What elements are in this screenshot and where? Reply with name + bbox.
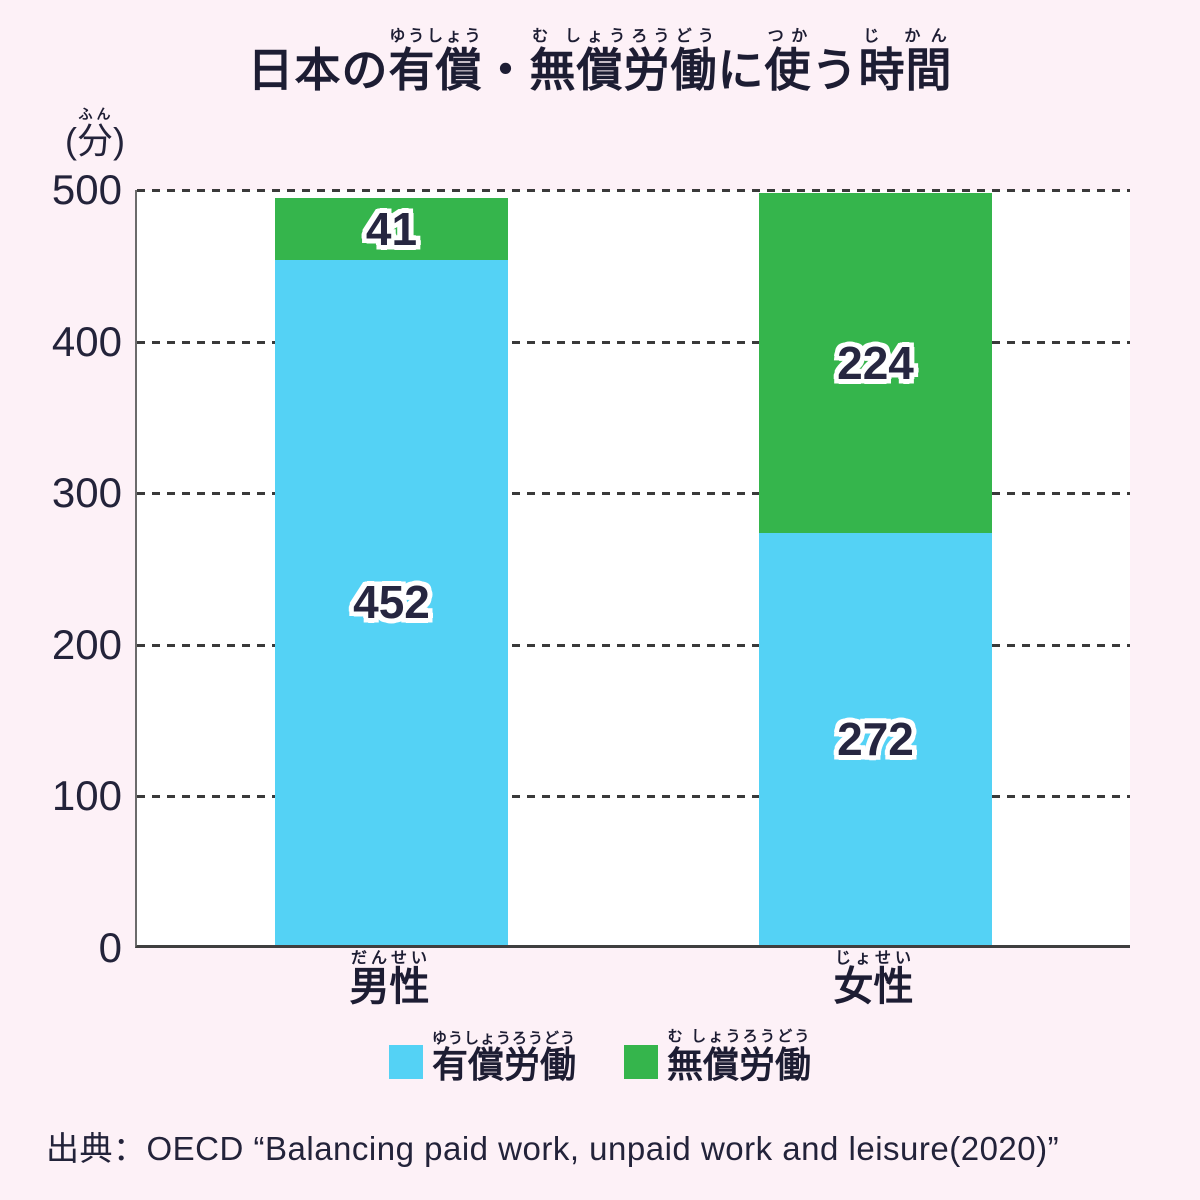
ruby-base: 無償労働む しょうろうどう [529,28,718,96]
legend: 有償労働ゆうしょうろうどう 無償労働む しょうろうどう [0,1028,1200,1084]
furigana: む しょうろうどう [667,1028,811,1045]
furigana: だんせい [349,950,430,967]
ruby-base: 無償労働む しょうろうどう [667,1028,812,1085]
ruby-base: 女性じょせい [833,950,914,1009]
bar-segment-unpaid: 41 [275,197,508,260]
y-tick-label: 100 [51,772,122,820]
gridline [137,189,1130,192]
x-category-label-male: 男性だんせい [240,950,540,1012]
furigana: ゆうしょうろうどう [431,1030,576,1047]
ruby-base: 有償労働ゆうしょうろうどう [431,1030,576,1085]
ruby-base: 使つか [764,28,812,96]
y-axis-unit-label: (分ふん) [64,106,125,161]
x-category-label-female: 女性じょせい [724,950,1024,1012]
bar-segment-paid: 272 [759,532,992,945]
source-citation: 出典：OECD “Balancing paid work, unpaid wor… [46,1130,1060,1167]
ruby-base: 分ふん [76,106,113,161]
bar-value-label: 224 [833,332,919,393]
gridline [137,492,1130,496]
stacked-bar-male: 452 41 [275,197,508,945]
furigana: じ かん [858,28,953,45]
furigana: ふん [76,106,113,122]
y-tick-label: 300 [51,469,122,517]
bar-value-label: 272 [833,708,919,769]
gridline [137,340,1130,344]
ruby-base: 有償ゆうしょう [388,28,483,96]
page-title: 日本の有償ゆうしょう・無償労働む しょうろうどうに使つかう時間じ かん [247,28,953,96]
furigana: じょせい [833,950,914,967]
bar-value-label: 452 [349,572,435,633]
legend-label: 無償労働む しょうろうどう [667,1028,811,1084]
y-tick-label: 400 [51,317,122,365]
bar-value-label: 41 [361,198,421,259]
plot-area: 452 41 272 224 [135,189,1130,948]
gridline [137,795,1130,799]
legend-label: 有償労働ゆうしょうろうどう [432,1030,576,1084]
furigana: む しょうろうどう [529,28,718,45]
gridline [137,643,1130,647]
stacked-bar-female: 272 224 [759,193,992,945]
legend-swatch-green [624,1044,658,1079]
legend-item-paid-work: 有償労働ゆうしょうろうどう [388,1030,576,1084]
ruby-base: 時間じ かん [858,28,953,96]
legend-swatch-blue [388,1044,423,1079]
y-tick-label: 500 [51,166,122,213]
furigana: つか [764,28,812,45]
furigana: ゆうしょう [388,28,483,45]
bar-segment-paid: 452 [275,259,508,945]
y-tick-label: 200 [51,620,122,668]
ruby-base: 男性だんせい [349,950,430,1009]
y-tick-label: 0 [98,924,122,971]
bar-segment-unpaid: 224 [759,193,992,533]
legend-item-unpaid-work: 無償労働む しょうろうどう [624,1028,811,1084]
